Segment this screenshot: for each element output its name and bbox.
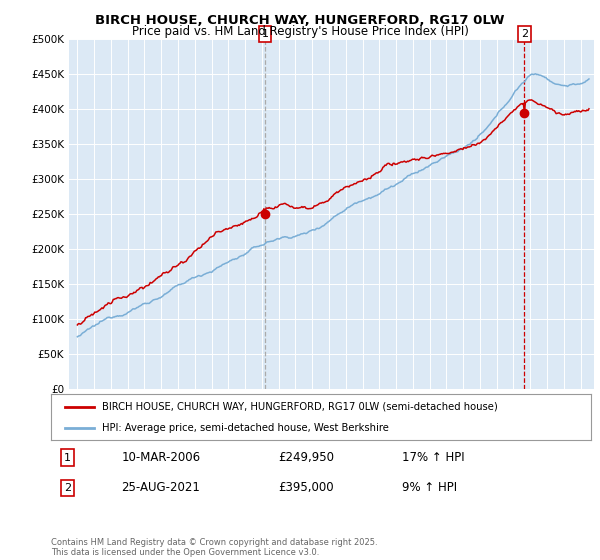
Text: 2: 2 [64,483,71,493]
Text: Contains HM Land Registry data © Crown copyright and database right 2025.
This d: Contains HM Land Registry data © Crown c… [51,538,377,557]
Text: 9% ↑ HPI: 9% ↑ HPI [402,481,457,494]
Text: 25-AUG-2021: 25-AUG-2021 [121,481,200,494]
Text: £249,950: £249,950 [278,451,334,464]
Text: 17% ↑ HPI: 17% ↑ HPI [402,451,464,464]
Text: BIRCH HOUSE, CHURCH WAY, HUNGERFORD, RG17 0LW: BIRCH HOUSE, CHURCH WAY, HUNGERFORD, RG1… [95,14,505,27]
Text: BIRCH HOUSE, CHURCH WAY, HUNGERFORD, RG17 0LW (semi-detached house): BIRCH HOUSE, CHURCH WAY, HUNGERFORD, RG1… [103,402,498,412]
Text: 2: 2 [521,29,528,39]
Text: Price paid vs. HM Land Registry's House Price Index (HPI): Price paid vs. HM Land Registry's House … [131,25,469,38]
Text: 10-MAR-2006: 10-MAR-2006 [121,451,200,464]
Text: HPI: Average price, semi-detached house, West Berkshire: HPI: Average price, semi-detached house,… [103,423,389,433]
Text: 1: 1 [262,29,269,39]
Text: £395,000: £395,000 [278,481,334,494]
Text: 1: 1 [64,452,71,463]
